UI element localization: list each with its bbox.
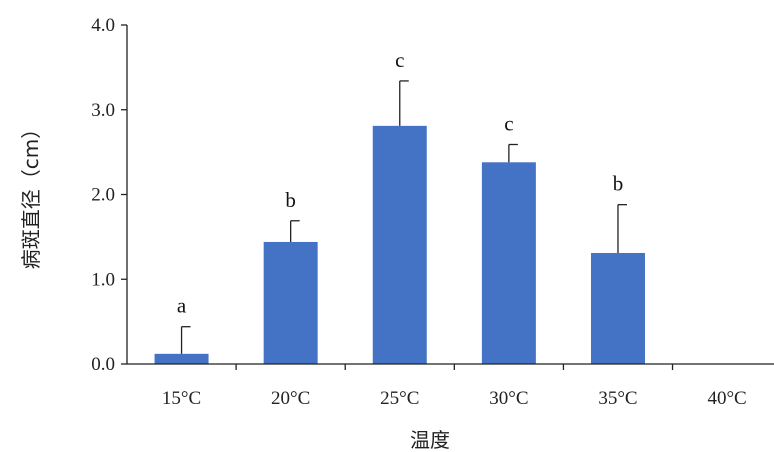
x-tick-label: 20°C <box>271 388 310 409</box>
y-tick-label: 0.0 <box>91 354 115 375</box>
y-tick-label: 1.0 <box>91 269 115 290</box>
x-ticks-group: 15°C 20°C 25°C 30°C 35°C 40°C <box>162 364 747 409</box>
y-ticks-group: 0.0 1.0 2.0 3.0 4.0 <box>91 15 127 375</box>
bar <box>590 252 645 364</box>
error-bars-group <box>180 80 627 354</box>
x-tick-label: 35°C <box>598 388 637 409</box>
axes-group <box>126 25 774 365</box>
significance-label: b <box>285 188 296 212</box>
y-tick-label: 3.0 <box>91 100 115 121</box>
y-tick-label: 4.0 <box>91 15 115 36</box>
significance-label: c <box>395 48 404 72</box>
x-tick-label: 30°C <box>489 388 528 409</box>
x-axis-title: 温度 <box>410 428 450 452</box>
significance-label: c <box>504 111 513 135</box>
significance-label: b <box>613 172 624 196</box>
significance-label: a <box>177 294 187 318</box>
x-tick-label: 40°C <box>707 388 746 409</box>
x-tick-label: 25°C <box>380 388 419 409</box>
bar <box>372 125 427 364</box>
bar <box>263 241 318 364</box>
significance-labels-group: a b c c b <box>177 48 623 318</box>
y-tick-label: 2.0 <box>91 185 115 206</box>
bars-group <box>154 125 645 364</box>
y-axis-title: 病斑直径（cm） <box>19 119 43 269</box>
x-tick-label: 15°C <box>162 388 201 409</box>
bar <box>154 353 209 364</box>
bar <box>481 162 536 364</box>
